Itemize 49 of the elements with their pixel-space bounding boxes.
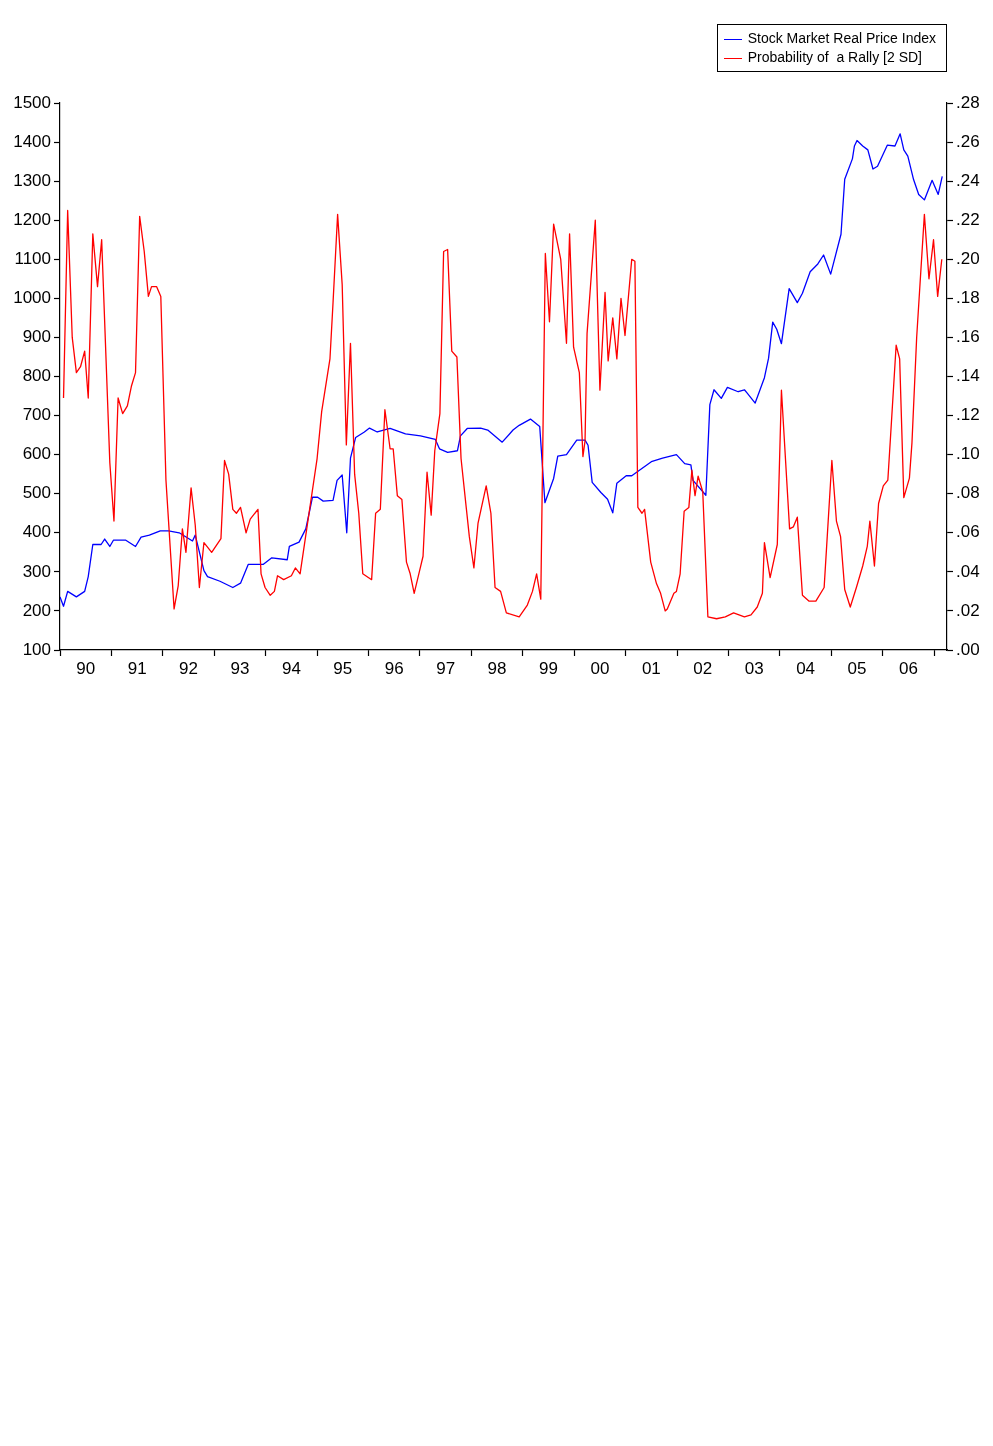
y2-tick-label: .18 — [956, 288, 980, 308]
x-tick-label: 06 — [898, 658, 918, 678]
x-tick-label: 98 — [487, 658, 507, 678]
x-tick-label: 01 — [641, 658, 661, 678]
legend-label: Stock Market Real Price Index — [747, 30, 936, 46]
y2-tick-label: .26 — [956, 131, 980, 151]
y2-tick-label: .12 — [956, 405, 980, 425]
x-tick-label: 03 — [744, 658, 764, 678]
y2-tick-label: .22 — [956, 209, 980, 229]
y-tick-label: 100 — [22, 639, 51, 659]
x-tick-label: 92 — [179, 658, 199, 678]
y-tick-label: 1100 — [14, 248, 51, 268]
x-tick-label: 05 — [847, 658, 867, 678]
x-tick-label: 90 — [76, 658, 96, 678]
x-tick-label: 96 — [384, 658, 404, 678]
y2-tick-label: .20 — [956, 248, 980, 268]
y2-tick-label: .00 — [956, 639, 980, 659]
x-tick-label: 93 — [230, 658, 250, 678]
y2-tick-label: .28 — [956, 92, 980, 112]
x-tick-label: 04 — [796, 658, 816, 678]
x-tick-label: 94 — [281, 658, 301, 678]
y2-tick-label: .02 — [956, 600, 980, 620]
y-tick-label: 1200 — [13, 209, 51, 229]
y-tick-label: 700 — [22, 405, 51, 425]
y-tick-label: 1300 — [13, 170, 51, 190]
y-tick-label: 800 — [22, 366, 51, 386]
y-tick-label: 1400 — [13, 131, 51, 151]
y2-tick-label: .06 — [956, 522, 980, 542]
legend-label: Probability of a Rally [2 SD] — [747, 49, 922, 65]
y-tick-label: 400 — [22, 522, 51, 542]
y2-tick-label: .08 — [956, 483, 980, 503]
x-tick-label: 00 — [590, 658, 610, 678]
y-tick-label: 200 — [22, 600, 51, 620]
x-tick-label: 97 — [436, 658, 456, 678]
y-tick-label: 600 — [22, 444, 51, 464]
y-tick-label: 300 — [22, 561, 51, 581]
y-tick-label: 1500 — [13, 92, 51, 112]
x-tick-label: 99 — [539, 658, 558, 678]
y-tick-label: 1000 — [13, 288, 51, 308]
y2-tick-label: .10 — [956, 444, 980, 464]
x-tick-label: 91 — [127, 658, 147, 678]
y-tick-label: 500 — [22, 483, 51, 503]
y2-tick-label: .16 — [956, 327, 980, 347]
x-tick-label: 95 — [333, 658, 353, 678]
y-tick-label: 900 — [22, 327, 51, 347]
y2-tick-label: .24 — [956, 170, 980, 190]
x-tick-label: 02 — [693, 658, 713, 678]
y2-tick-label: .14 — [956, 366, 980, 386]
y2-tick-label: .04 — [956, 561, 980, 581]
